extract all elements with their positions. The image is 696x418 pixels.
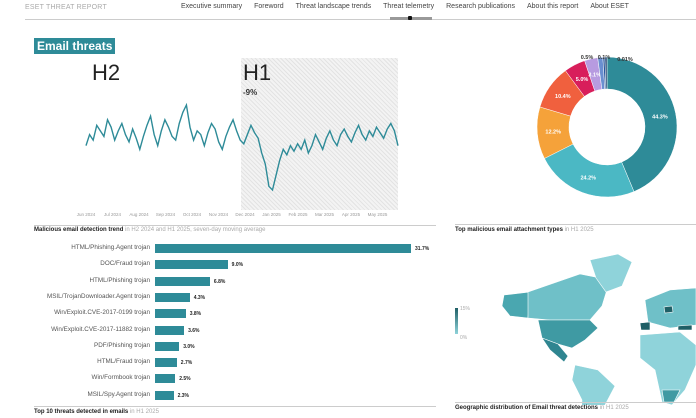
bar: [155, 341, 180, 351]
map-spain: [639, 321, 651, 331]
bar: [155, 276, 210, 286]
map-legend-min: 0%: [460, 335, 468, 341]
map-legend-max: 15%: [460, 306, 471, 312]
map-greenland: [589, 253, 633, 293]
nav-item[interactable]: About this report: [527, 3, 579, 10]
bar-value-label: 6.8%: [213, 278, 226, 285]
donut-slice-label: 10.4%: [555, 94, 571, 100]
bar-value-label: 2.3%: [177, 392, 189, 399]
bar-label: HTML/Phishing trojan: [89, 276, 150, 284]
bar-value-label: 3.8%: [189, 311, 202, 318]
bar-label: Win/Formbook trojan: [91, 374, 150, 382]
nav-item[interactable]: Research publications: [446, 3, 515, 10]
trend-line-chart: Jun 2024 Jul 2024 Aug 2024 Sep 2024 Oct 2024…: [77, 102, 399, 217]
nav-divider: [25, 19, 696, 20]
x-tick-label: Feb 2025: [288, 212, 308, 217]
bar: [155, 292, 190, 302]
donut-slice: [606, 56, 678, 192]
trend-caption: Malicious email detection trend in H2 20…: [34, 227, 266, 233]
bar-value-label: 2.7%: [180, 360, 193, 367]
donut-slice-label: 0.5%: [581, 55, 594, 61]
bar-label: DOC/Fraud trojan: [100, 260, 150, 268]
divider: [34, 406, 436, 407]
nav-item[interactable]: Executive summary: [181, 3, 243, 10]
period-label-h1: H1: [243, 60, 272, 85]
bar: [155, 374, 176, 384]
bar-label: MSIL/Spy.Agent trojan: [87, 390, 150, 398]
bar-label: Win/Exploit.CVE-2017-11882 trojan: [51, 325, 150, 333]
donut-slice-label: 3.1%: [588, 72, 601, 78]
map-alaska: [501, 291, 531, 319]
map-africa: [639, 331, 696, 405]
bar-value-label: 9.0%: [231, 262, 244, 269]
bar: [155, 260, 228, 270]
bar-value-label: 3.0%: [183, 343, 195, 350]
bar-value-label: 31.7%: [415, 246, 430, 252]
map-south-america: [571, 364, 616, 405]
x-tick-label: Dec 2024: [235, 212, 255, 217]
x-tick-label: Oct 2024: [183, 212, 202, 217]
x-tick-label: May 2025: [368, 212, 388, 217]
brand: ESET THREAT REPORT: [25, 4, 107, 11]
x-tick-label: Apr 2025: [342, 212, 361, 217]
trend-series-line: [85, 102, 399, 192]
donut-slice-label: 12.2%: [545, 130, 561, 136]
donut-slice: [544, 143, 635, 198]
x-tick-label: Sep 2024: [156, 212, 176, 217]
bar-label: PDF/Phishing trojan: [94, 341, 150, 349]
x-tick-label: Nov 2024: [209, 212, 229, 217]
top-nav: Executive summary Foreword Threat landscap…: [181, 3, 641, 10]
donut-slice-label: 5.0%: [576, 77, 589, 83]
bar-value-label: 3.6%: [188, 327, 200, 334]
x-tick-label: Jan 2025: [262, 212, 281, 217]
donut-caption: Top malicious email attachment types in …: [455, 227, 594, 233]
bar-value-label: 2.5%: [179, 376, 191, 383]
bars-caption: Top 10 threats detected in emails in H1 …: [34, 409, 159, 415]
attachment-donut-chart: 44.3% 24.2% 12.2% 10.4% 5.0%3.1% 0.5% 0.1% 0.01…: [536, 55, 678, 198]
nav-item[interactable]: Threat telemetry: [383, 3, 435, 10]
donut-slice-label: 24.2%: [580, 176, 596, 182]
bar: [155, 325, 185, 335]
map-mexico: [541, 337, 569, 363]
donut-slice-label: 0.1%: [598, 55, 611, 61]
donut-slice-label: 44.3%: [652, 114, 668, 120]
divider: [455, 224, 696, 225]
bar: [155, 358, 177, 368]
bar-value-label: 4.3%: [193, 294, 206, 301]
nav-item[interactable]: About ESET: [590, 3, 629, 10]
active-tab-dot: [408, 16, 412, 20]
map-poland: [663, 305, 674, 314]
period-label-h2: H2: [92, 60, 121, 85]
bar-label: HTML/Fraud trojan: [97, 358, 150, 366]
map-legend-scale: [455, 308, 458, 334]
bar-label: MSIL/TrojanDownloader.Agent trojan: [46, 292, 150, 300]
bar-label: Win/Exploit.CVE-2017-0199 trojan: [54, 309, 150, 317]
donut-slice-label: 0.01%: [617, 57, 633, 63]
x-tick-label: Mar 2025: [315, 212, 335, 217]
x-tick-label: Jun 2024: [77, 212, 96, 217]
world-map: [455, 253, 696, 405]
map-turkey: [677, 324, 693, 331]
x-tick-label: Aug 2024: [129, 212, 149, 217]
divider: [455, 402, 696, 403]
divider: [34, 225, 436, 226]
nav-item[interactable]: Threat landscape trends: [295, 3, 372, 10]
map-caption: Geographic distribution of Email threat …: [455, 405, 629, 411]
map-south-africa: [661, 389, 681, 403]
donut-slice: [604, 56, 608, 90]
bar: [155, 390, 174, 400]
map-canada: [527, 273, 611, 321]
bar: [155, 244, 411, 253]
h1-change: -9%: [243, 88, 258, 97]
section-title: Email threats: [34, 38, 116, 54]
nav-item[interactable]: Foreword: [254, 3, 284, 10]
bar-label: HTML/Phishing.Agent trojan: [71, 244, 150, 251]
bar: [155, 309, 186, 319]
x-tick-label: Jul 2024: [104, 212, 122, 217]
